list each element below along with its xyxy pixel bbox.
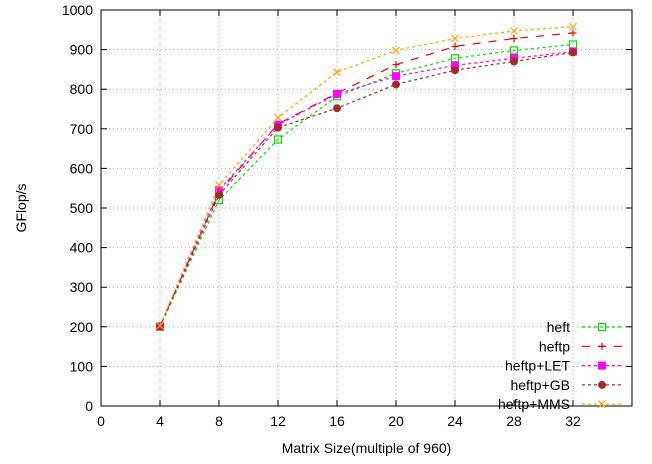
legend-marker bbox=[598, 342, 606, 350]
y-tick-label: 700 bbox=[70, 121, 94, 137]
y-tick-label: 100 bbox=[70, 358, 94, 374]
x-tick-label: 20 bbox=[388, 413, 404, 429]
data-point bbox=[569, 29, 577, 37]
data-point bbox=[392, 46, 400, 55]
legend-label: heftp bbox=[539, 338, 570, 354]
data-point bbox=[274, 123, 282, 132]
x-tick-label: 32 bbox=[565, 413, 581, 429]
data-point bbox=[392, 61, 400, 69]
x-tick-label: 12 bbox=[270, 413, 286, 429]
legend-item: heft bbox=[547, 319, 622, 335]
axes: 0 4 8 12 16 20 24 28 32 0 100 200 300 400 500 600 700 800… bbox=[62, 2, 633, 429]
legend-label: heftp+MMS bbox=[498, 396, 570, 412]
data-point bbox=[451, 34, 459, 43]
legend-marker bbox=[598, 361, 606, 370]
y-tick-label: 0 bbox=[85, 398, 93, 414]
legend-label: heftp+GB bbox=[510, 377, 570, 393]
x-tick-label: 8 bbox=[215, 413, 223, 429]
x-tick-label: 0 bbox=[97, 413, 105, 429]
series-line bbox=[159, 26, 574, 326]
x-axis-label: Matrix Size(multiple of 960) bbox=[282, 440, 452, 456]
legend-label: heftp+LET bbox=[505, 358, 570, 374]
series-5 bbox=[156, 22, 577, 330]
x-tick-label: 4 bbox=[156, 413, 164, 429]
legend-item: heftp+GB bbox=[510, 377, 622, 393]
data-point bbox=[569, 48, 577, 57]
grid-lines bbox=[101, 10, 632, 406]
data-point bbox=[509, 46, 519, 55]
data-point bbox=[451, 66, 459, 75]
data-point bbox=[510, 35, 518, 43]
series-line bbox=[159, 32, 574, 327]
y-tick-label: 800 bbox=[70, 81, 94, 97]
y-tick-label: 200 bbox=[70, 319, 94, 335]
data-point bbox=[273, 135, 283, 144]
data-point bbox=[215, 181, 223, 189]
data-point bbox=[510, 57, 518, 66]
data-point bbox=[392, 72, 400, 81]
legend-item: heftp bbox=[539, 338, 622, 354]
y-tick-label: 900 bbox=[70, 42, 94, 58]
legend-marker bbox=[598, 380, 606, 389]
x-tick-label: 24 bbox=[447, 413, 463, 429]
x-tick-label: 16 bbox=[329, 413, 345, 429]
y-tick-label: 600 bbox=[70, 160, 94, 176]
series-3 bbox=[156, 47, 577, 331]
data-point bbox=[274, 113, 282, 122]
data-point bbox=[392, 80, 400, 89]
legend-item: heftp+LET bbox=[505, 358, 622, 374]
series-line bbox=[159, 51, 574, 327]
y-tick-label: 500 bbox=[70, 200, 94, 216]
y-tick-label: 300 bbox=[70, 279, 94, 295]
legend-label: heft bbox=[547, 319, 570, 335]
y-axis-label: GFlop/s bbox=[13, 183, 29, 232]
series-2 bbox=[156, 29, 577, 330]
data-point bbox=[510, 27, 518, 35]
data-point bbox=[333, 104, 341, 113]
series-4 bbox=[156, 48, 577, 331]
x-tick-label: 28 bbox=[506, 413, 522, 429]
data-point bbox=[569, 22, 577, 31]
y-tick-label: 1000 bbox=[62, 2, 93, 18]
series-group bbox=[155, 22, 578, 331]
legend: heft heftp heftp+LET heftp+GB heftp+MMS bbox=[498, 319, 622, 412]
data-point bbox=[451, 42, 459, 50]
series-line bbox=[159, 43, 574, 328]
legend-marker bbox=[598, 400, 606, 409]
data-point bbox=[215, 190, 223, 199]
legend-marker bbox=[597, 322, 607, 332]
data-point bbox=[333, 68, 341, 77]
data-point bbox=[156, 321, 164, 330]
y-tick-label: 400 bbox=[70, 240, 94, 256]
series-line bbox=[159, 50, 574, 327]
data-point bbox=[333, 89, 341, 98]
legend-item: heftp+MMS bbox=[498, 396, 622, 412]
